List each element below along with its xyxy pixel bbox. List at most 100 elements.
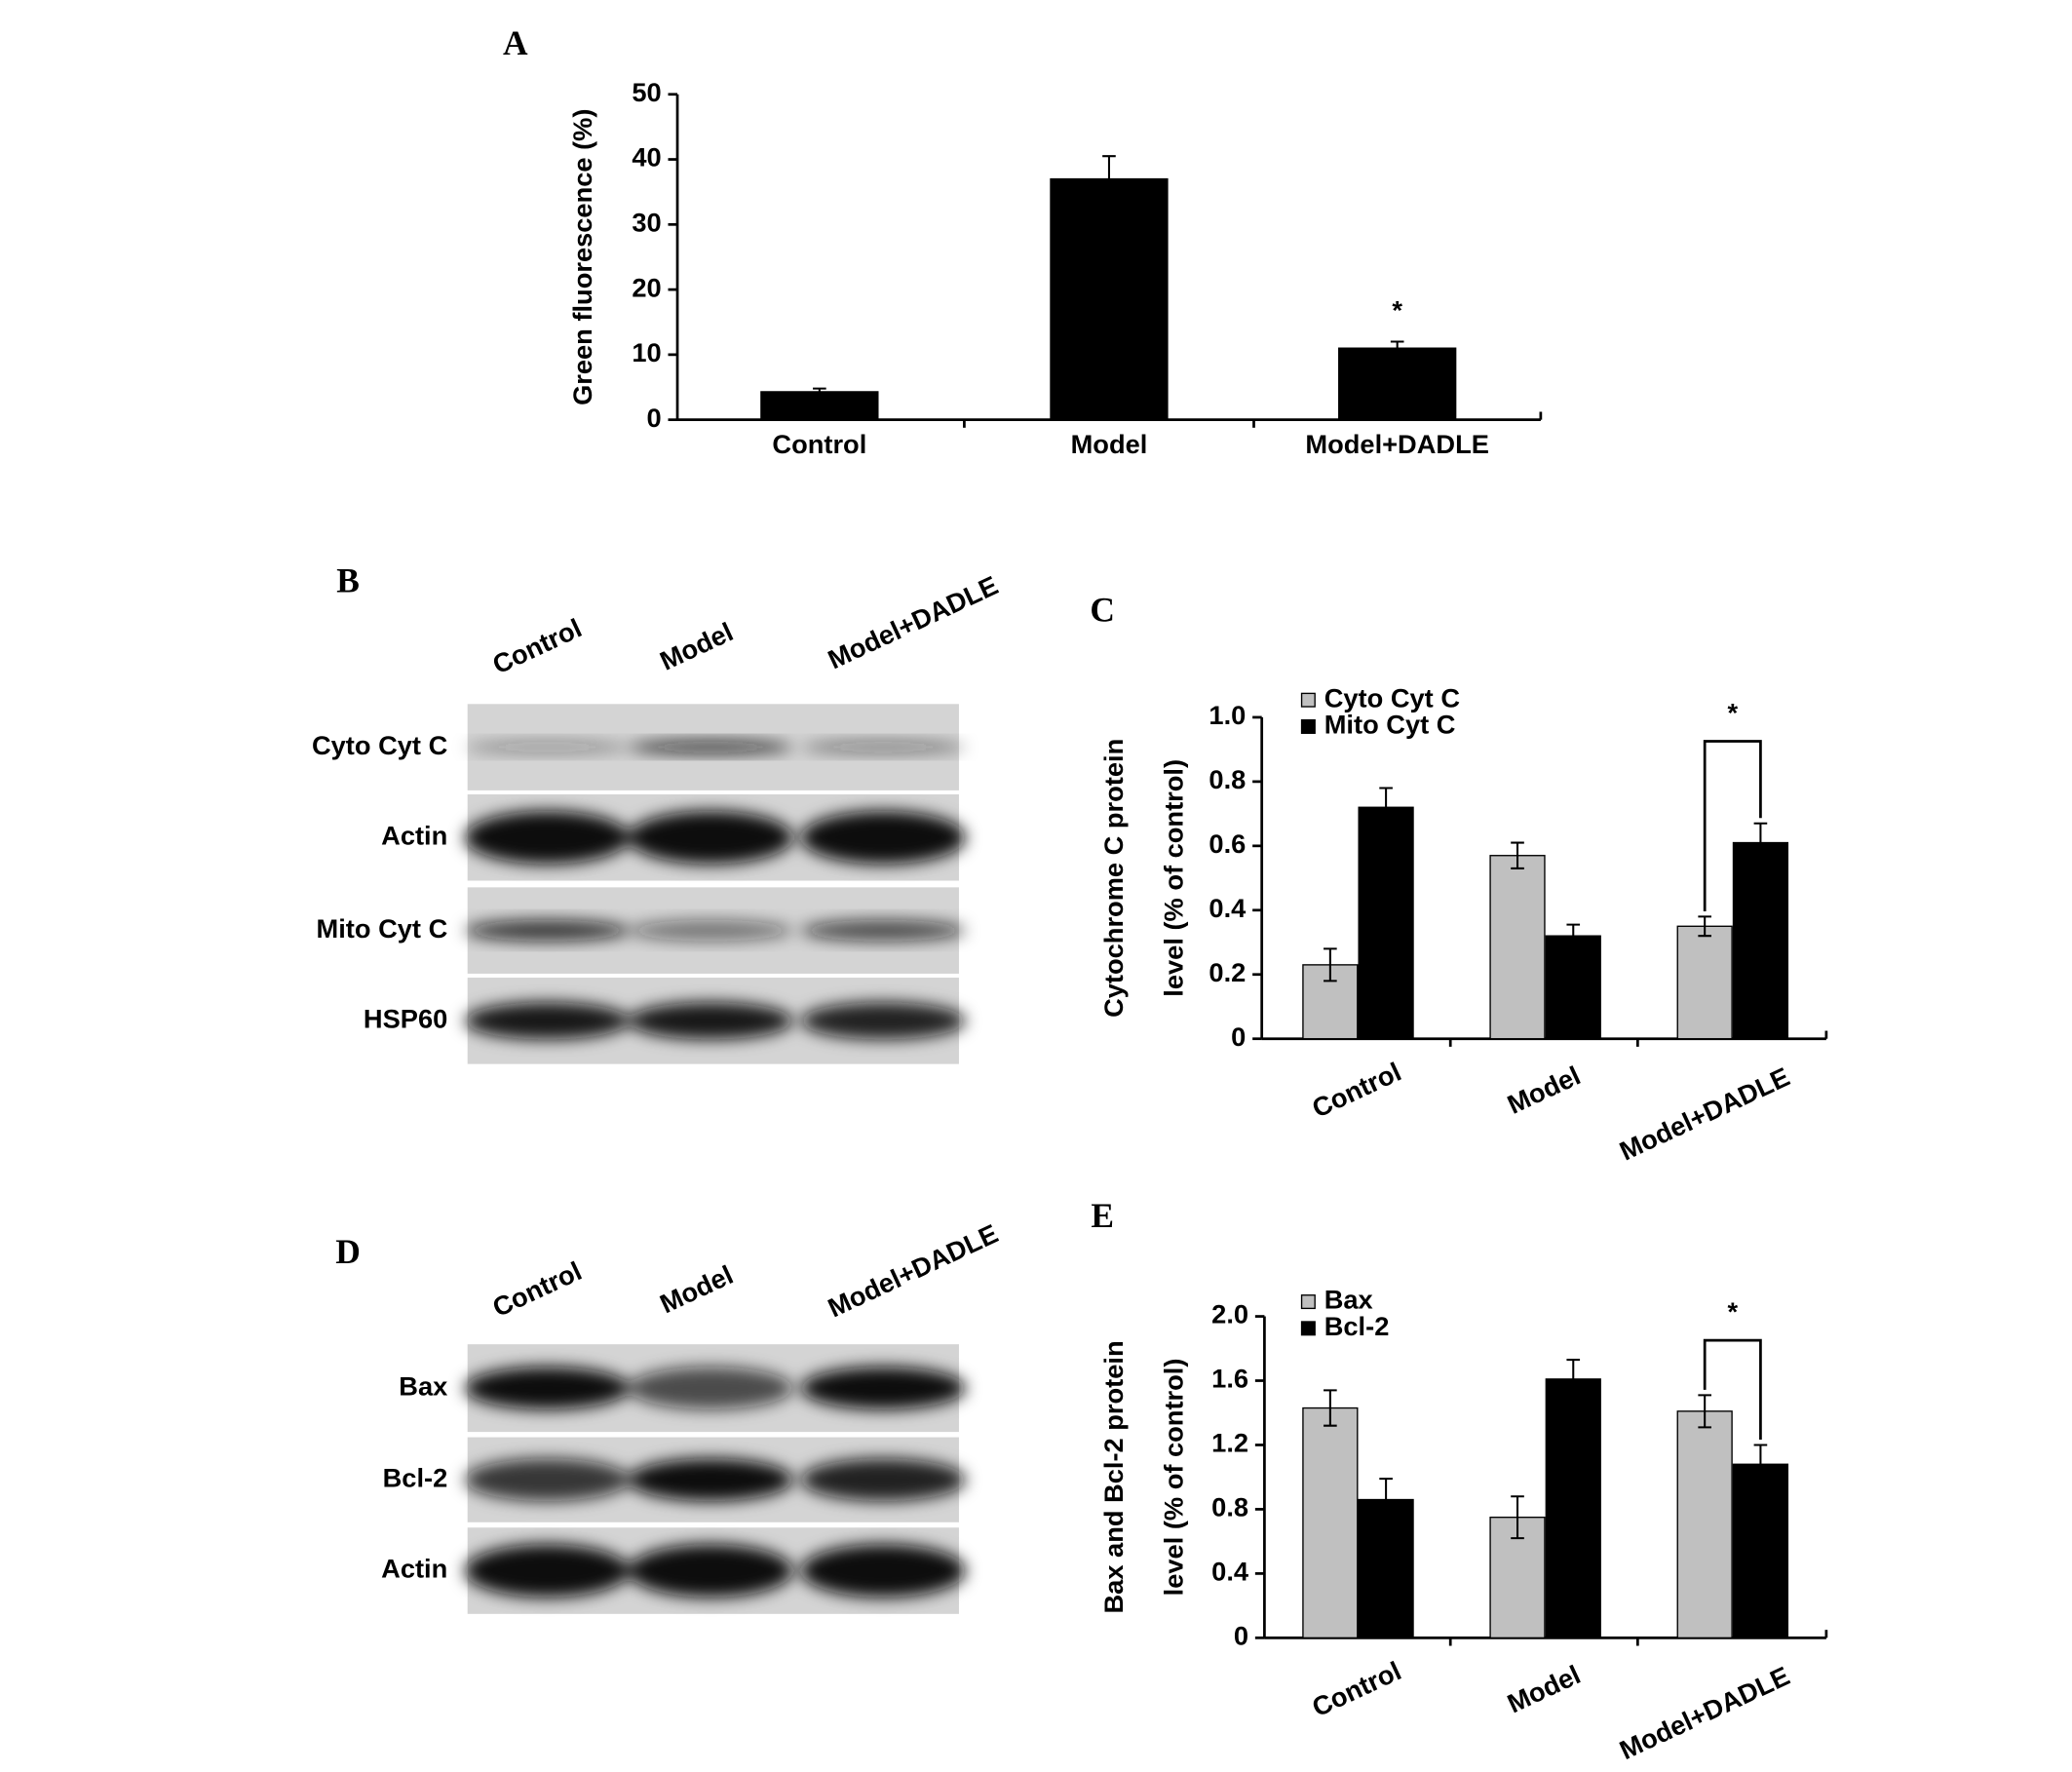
lane-label: Control bbox=[488, 612, 587, 679]
bar bbox=[1050, 177, 1169, 421]
x-tick-label: Model+DADLE bbox=[1615, 1660, 1794, 1765]
blot-bands bbox=[464, 1367, 966, 1409]
row-label: Cyto Cyt C bbox=[312, 730, 447, 760]
significance-label: * bbox=[1392, 295, 1402, 326]
blot-bands bbox=[464, 740, 966, 754]
bar bbox=[1732, 1463, 1789, 1639]
error-bar bbox=[1379, 787, 1393, 828]
y-tick-label: 1.0 bbox=[1209, 700, 1246, 730]
bar bbox=[1732, 841, 1789, 1040]
lane-label: Model bbox=[655, 616, 737, 675]
error-bar bbox=[1511, 1495, 1524, 1540]
band bbox=[800, 811, 966, 865]
lane-label: Model bbox=[655, 1259, 737, 1319]
y-tick-label: 1.2 bbox=[1211, 1428, 1248, 1458]
y-tick-label: 0 bbox=[647, 403, 662, 433]
panel-label: B bbox=[336, 561, 360, 600]
panel-label: A bbox=[503, 23, 528, 62]
error-bar bbox=[1753, 822, 1768, 864]
legend-label: Bcl-2 bbox=[1324, 1311, 1390, 1341]
legend-label: Cyto Cyt C bbox=[1324, 682, 1460, 713]
y-tick-label: 0.8 bbox=[1209, 764, 1246, 794]
row-label: Mito Cyt C bbox=[317, 913, 448, 944]
error-bar bbox=[1379, 1478, 1393, 1522]
band bbox=[800, 1367, 966, 1409]
x-tick-label: Control bbox=[1307, 1655, 1405, 1722]
blot-bands bbox=[464, 1544, 966, 1598]
band bbox=[800, 740, 966, 754]
blot-bands bbox=[464, 811, 966, 865]
bar bbox=[1358, 806, 1414, 1040]
blot-bands bbox=[464, 1002, 966, 1040]
bar bbox=[1545, 1378, 1601, 1639]
significance-bracket bbox=[1703, 740, 1762, 911]
error-bar bbox=[1390, 340, 1404, 356]
x-tick-label: Control bbox=[772, 429, 866, 459]
error-bar bbox=[1324, 1389, 1337, 1427]
error-bar bbox=[1753, 1444, 1768, 1485]
y-tick-label: 10 bbox=[632, 337, 661, 367]
x-tick-label: Model bbox=[1503, 1059, 1585, 1119]
legend-swatch bbox=[1300, 1321, 1316, 1336]
blot-bands bbox=[464, 919, 966, 942]
lane-label: Model+DADLE bbox=[824, 570, 1003, 675]
significance-label: * bbox=[1727, 697, 1738, 727]
y-tick-label: 40 bbox=[632, 142, 661, 173]
lane-label: Model+DADLE bbox=[824, 1218, 1003, 1324]
error-bar bbox=[1102, 155, 1116, 203]
panel-label: D bbox=[335, 1232, 361, 1271]
y-tick-label: 0.6 bbox=[1209, 828, 1246, 859]
error-bar bbox=[813, 387, 826, 397]
y-tick-label: 20 bbox=[632, 272, 661, 302]
band bbox=[800, 1458, 966, 1501]
y-tick-label: 0.8 bbox=[1211, 1492, 1248, 1522]
band bbox=[464, 1458, 630, 1501]
legend-label: Bax bbox=[1324, 1285, 1373, 1315]
x-tick-label: Model bbox=[1503, 1659, 1585, 1718]
band bbox=[628, 1544, 793, 1598]
legend-swatch bbox=[1300, 692, 1316, 708]
y-tick-label: 0 bbox=[1234, 1621, 1248, 1651]
y-tick-label: 0.4 bbox=[1211, 1557, 1249, 1587]
significance-label: * bbox=[1727, 1296, 1738, 1327]
band bbox=[464, 1002, 630, 1040]
error-bar bbox=[1698, 1394, 1711, 1429]
band bbox=[464, 1544, 630, 1598]
x-tick-label: Control bbox=[1307, 1057, 1405, 1124]
y-tick-label: 30 bbox=[632, 208, 661, 238]
bar bbox=[760, 391, 879, 421]
error-bar bbox=[1324, 947, 1337, 982]
band bbox=[464, 1367, 630, 1409]
y-tick-label: 0.4 bbox=[1209, 893, 1247, 923]
row-label: Bcl-2 bbox=[383, 1462, 448, 1492]
band bbox=[464, 740, 630, 754]
panel-label: C bbox=[1090, 591, 1115, 630]
band bbox=[800, 1544, 966, 1598]
band bbox=[628, 1367, 793, 1409]
y-tick-label: 1.6 bbox=[1211, 1364, 1248, 1394]
x-tick-label: Model bbox=[1071, 429, 1148, 459]
bar bbox=[1489, 855, 1546, 1040]
legend-swatch bbox=[1300, 1294, 1316, 1310]
band bbox=[628, 740, 793, 754]
y-axis-label: Cytochrome C protein bbox=[1098, 739, 1129, 1018]
band bbox=[628, 811, 793, 865]
bar bbox=[1676, 1410, 1733, 1639]
blot-bands bbox=[464, 1458, 966, 1501]
band bbox=[800, 1002, 966, 1040]
y-tick-label: 0 bbox=[1231, 1021, 1246, 1052]
bar bbox=[1545, 935, 1601, 1040]
band bbox=[628, 919, 793, 942]
legend-swatch bbox=[1300, 718, 1316, 734]
row-label: Bax bbox=[399, 1370, 447, 1401]
error-bar bbox=[1566, 923, 1581, 948]
band bbox=[464, 919, 630, 942]
bar bbox=[1302, 1406, 1359, 1639]
x-tick-label: Model+DADLE bbox=[1615, 1061, 1794, 1167]
band bbox=[628, 1458, 793, 1501]
y-axis-label: Green fluorescence (%) bbox=[567, 109, 597, 405]
y-axis-label: Bax and Bcl-2 protein bbox=[1098, 1340, 1129, 1613]
error-bar bbox=[1566, 1359, 1581, 1400]
row-label: Actin bbox=[381, 820, 447, 850]
